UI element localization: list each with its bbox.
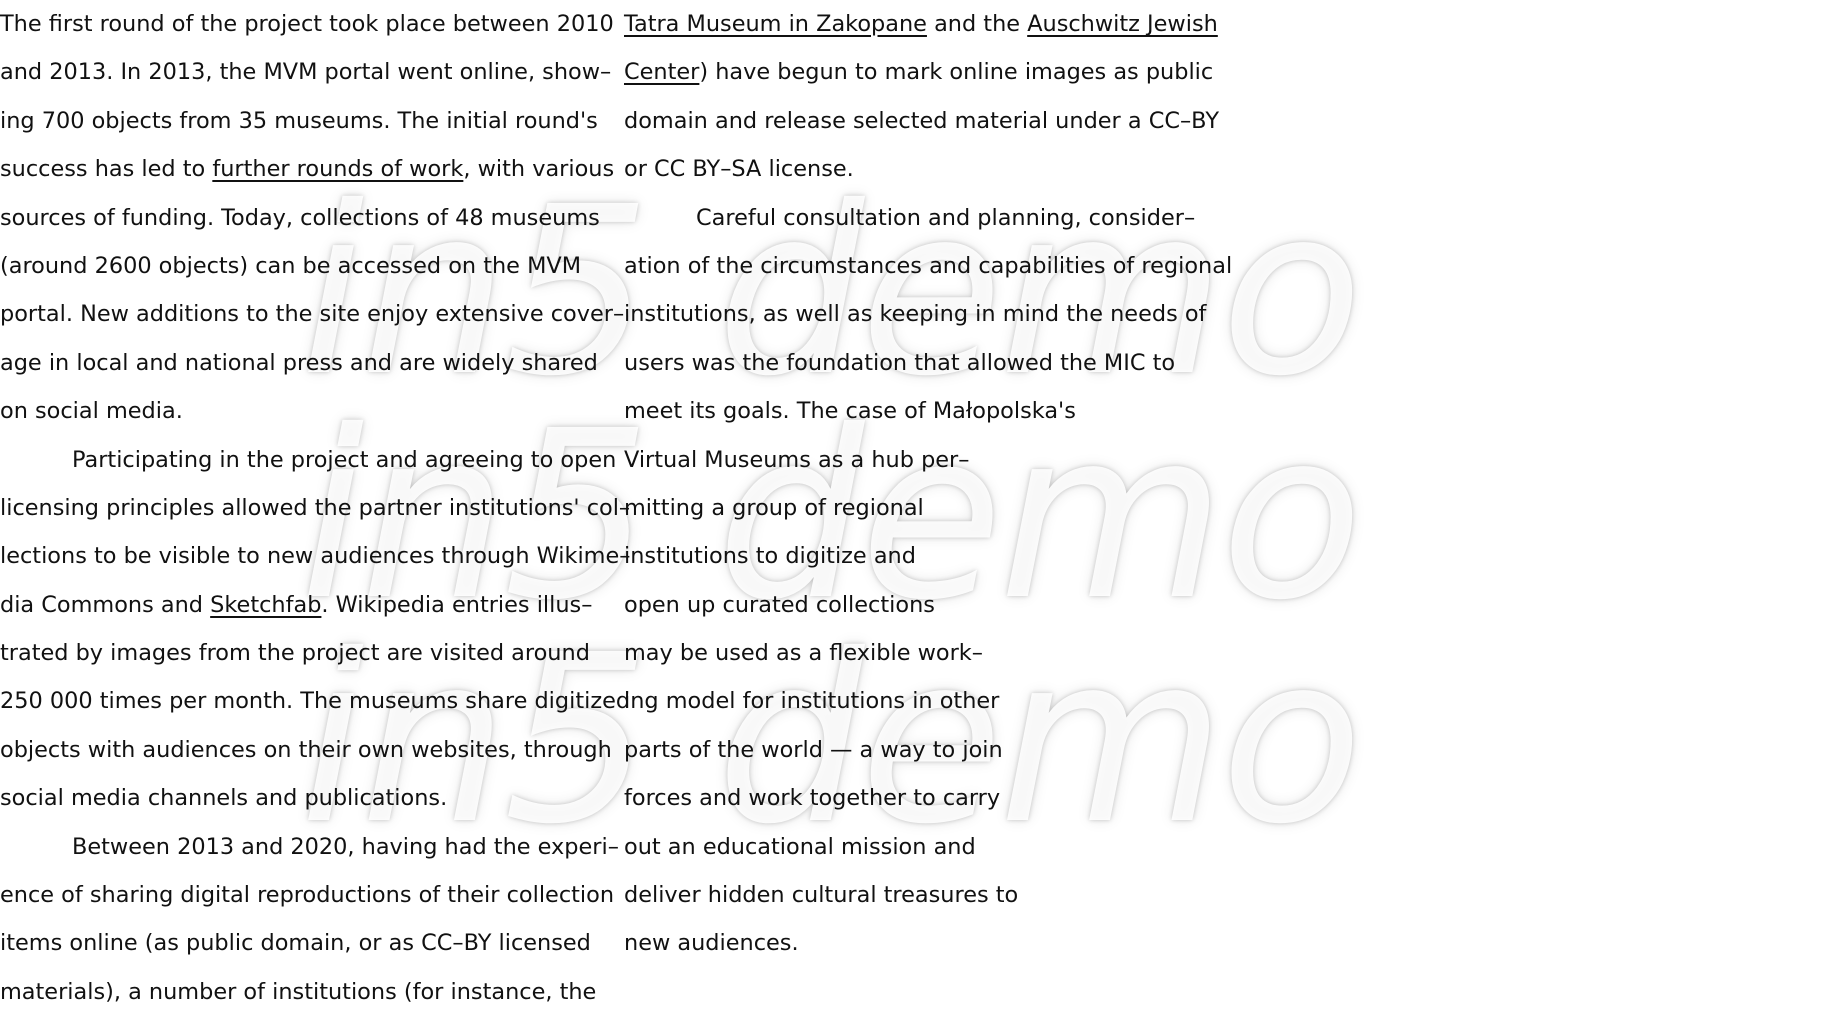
- text-line: meet its goals. The case of Małopolska's: [624, 398, 1076, 425]
- text-run: ) have begun to mark online images as pu…: [699, 59, 1214, 86]
- text-line: success has led to further rounds of wor…: [0, 145, 614, 193]
- text-column-right: Tatra Museum in Zakopane and the Auschwi…: [624, 0, 1233, 968]
- text-run: success has led to: [0, 156, 213, 183]
- text-line: ence of sharing digital reproductions of…: [0, 882, 615, 909]
- text-column-left: The first round of the project took plac…: [0, 0, 631, 1016]
- text-line: institutions, as well as keeping in mind…: [624, 301, 1207, 328]
- text-line: Tatra Museum in Zakopane and the Auschwi…: [624, 0, 1224, 48]
- text-line: The first round of the project took plac…: [0, 11, 614, 37]
- text-line: parts of the world — a way to join: [624, 736, 1003, 763]
- text-line: Between 2013 and 2020, having had the ex…: [72, 833, 619, 860]
- tatra-museum-link[interactable]: Tatra Museum in Zakopane: [624, 11, 927, 37]
- text-line: ing 700 objects from 35 museums. The ini…: [0, 107, 598, 134]
- text-line: out an educational mission and: [624, 833, 976, 860]
- text-line: age in local and national press and are …: [0, 349, 598, 376]
- text-line: or CC BY–SA license.: [624, 156, 854, 183]
- text-line: institutions to digitize and: [624, 543, 916, 570]
- text-run: and the: [926, 11, 1028, 37]
- text-line: Center) have begun to mark online images…: [624, 48, 1224, 96]
- text-line: portal. New additions to the site enjoy …: [0, 301, 625, 328]
- text-line: on social media.: [0, 398, 183, 425]
- text-run: . Wikipedia entries illus–: [321, 591, 593, 618]
- text-line: ation of the circumstances and capabilit…: [624, 252, 1233, 279]
- text-line: sources of funding. Today, collections o…: [0, 204, 600, 231]
- text-run: , with various: [463, 156, 615, 183]
- auschwitz-jewish-center-link[interactable]: Auschwitz Jewish: [1027, 11, 1218, 37]
- text-line: licensing principles allowed the partner…: [0, 494, 631, 521]
- text-line: lections to be visible to new audiences …: [0, 543, 631, 570]
- sketchfab-link[interactable]: Sketchfab: [210, 591, 322, 618]
- text-line: ing model for institutions in other: [624, 688, 1000, 715]
- text-line: trated by images from the project are vi…: [0, 640, 590, 667]
- text-line: 250 000 times per month. The museums sha…: [0, 688, 631, 715]
- further-rounds-link[interactable]: further rounds of work: [212, 156, 464, 183]
- text-line: and 2013. In 2013, the MVM portal went o…: [0, 59, 612, 86]
- text-line: mitting a group of regional: [624, 494, 924, 521]
- text-line: dia Commons and Sketchfab. Wikipedia ent…: [0, 581, 600, 629]
- auschwitz-jewish-center-link[interactable]: Center: [624, 59, 700, 86]
- text-line: items online (as public domain, or as CC…: [0, 930, 591, 957]
- text-line: domain and release selected material und…: [624, 107, 1219, 134]
- text-line: Participating in the project and agreein…: [72, 446, 617, 473]
- text-line: Virtual Museums as a hub per–: [624, 446, 970, 473]
- text-run: dia Commons and: [0, 591, 211, 618]
- text-line: may be used as a flexible work–: [624, 640, 983, 667]
- text-line: open up curated collections: [624, 591, 935, 618]
- text-line: social media channels and publications.: [0, 785, 448, 812]
- text-line: users was the foundation that allowed th…: [624, 349, 1176, 376]
- text-line: forces and work together to carry: [624, 785, 1001, 812]
- text-line: (around 2600 objects) can be accessed on…: [0, 252, 582, 279]
- text-line: materials), a number of institutions (fo…: [0, 978, 597, 1005]
- text-line: objects with audiences on their own webs…: [0, 736, 612, 763]
- text-line: deliver hidden cultural treasures to: [624, 882, 1019, 909]
- text-line: new audiences.: [624, 930, 799, 957]
- text-line: Careful consultation and planning, consi…: [696, 204, 1196, 231]
